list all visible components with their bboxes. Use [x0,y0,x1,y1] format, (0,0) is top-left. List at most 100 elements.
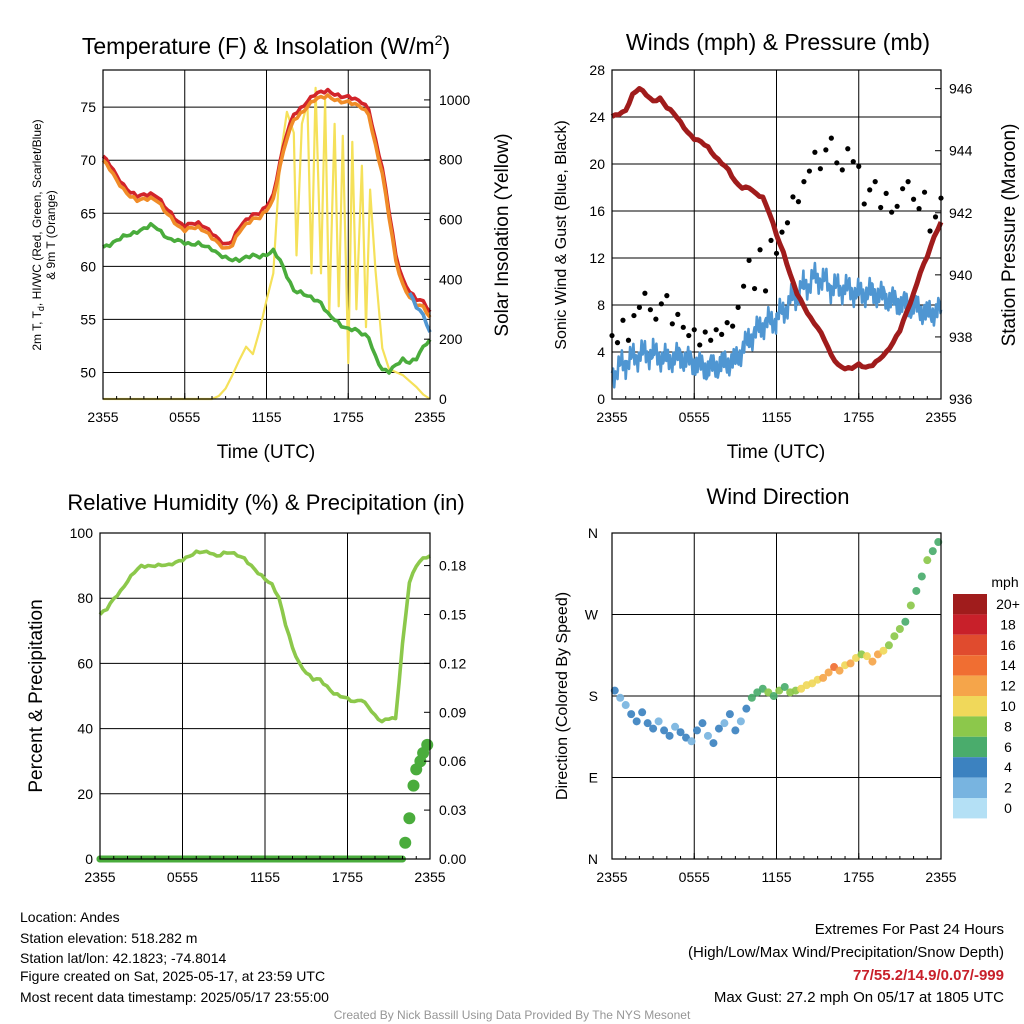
gust-point [817,166,823,172]
direction-point [687,737,696,746]
legend-swatch [953,634,987,656]
legend-swatch [953,696,987,717]
gust-point [823,147,829,153]
footer-elevation: Station elevation: 518.282 m [20,930,197,946]
legend-label: 2 [1004,780,1012,796]
legend-swatch [953,716,987,737]
gust-point [927,228,933,234]
direction-point [616,693,625,702]
humidity-y-right-tick: 0.12 [439,655,466,671]
temp-y-left-tick: 70 [80,152,96,168]
direction-y-tick: S [589,688,598,704]
gust-point [790,194,796,200]
direction-point [709,739,718,748]
footer-latlon: Station lat/lon: 42.1823; -74.8014 [20,950,226,966]
wind-y-left-tick: 28 [589,62,605,78]
wind-y-left-tick: 8 [597,297,605,313]
humidity-y-left-tick: 20 [77,786,93,802]
wind-ylabel-left: Sonic Wind & Gust (Blue, Black) [553,120,570,349]
gust-point [636,304,643,310]
gust-point [664,293,670,299]
humidity-y-left-tick: 100 [70,525,94,541]
direction-x-ticks: 2355 0555 1155 1755 2355 [596,853,957,885]
direction-point [610,686,619,695]
wind-ylabel-right: Station Pressure (Maroon) [999,124,1020,347]
humidity-y-left-ticks: 0 20 40 60 80 100 [70,525,94,867]
direction-point [835,666,844,675]
gust-point [905,179,911,185]
direction-title: Wind Direction [706,484,849,509]
direction-legend: 20+ 18 16 14 12 10 8 6 4 2 0 [953,594,1020,819]
direction-point [654,717,663,726]
direction-legend-title: mph [991,574,1018,590]
direction-point [884,641,893,650]
wind-speed-line [610,261,943,389]
wind-y-left-tick: 12 [589,250,605,266]
wind-x-tick: 0555 [679,409,710,425]
direction-point [912,586,921,595]
gust-point [730,323,736,329]
direction-grid [612,533,941,859]
humidity-y-left-tick: 0 [85,851,93,867]
temperature-panel: Temperature (F) & Insolation (W/m2) 2355… [30,32,513,463]
temp-ylabel-left-sub: d [36,306,46,311]
wind-x-ticks: 2355 0555 1155 1755 2355 [596,393,957,425]
wind-x-tick: 1155 [761,409,791,425]
legend-label: 14 [1000,657,1016,673]
gust-point [900,186,906,192]
direction-point [895,624,904,633]
gust-point [708,337,714,343]
direction-y-tick: E [589,770,598,786]
temp-y-left-tick: 50 [80,364,96,380]
wind-y-left-tick: 24 [589,109,605,125]
wind-y-left-tick: 4 [597,344,605,360]
legend-swatch [953,655,987,676]
humidity-y-left-tick: 40 [77,721,93,737]
gust-point [921,189,928,195]
wind-y-right-tick: 936 [949,391,973,407]
temp-ylabel-left-b: , HI/WC (Red, Green, Scarlet/Blue) [30,119,44,306]
credit: Created By Nick Bassill Using Data Provi… [334,1008,691,1022]
temp-title-end: ) [442,33,450,59]
wind-y-left-tick: 20 [589,156,605,172]
humidity-x-tick: 1155 [250,869,280,885]
direction-point [698,719,707,728]
temp-x-tick: 1755 [333,409,364,425]
humidity-title: Relative Humidity (%) & Precipitation (i… [67,490,464,515]
legend-label: 8 [1004,718,1012,734]
legend-swatch [953,757,987,778]
legend-label: 12 [1000,678,1016,694]
gust-point [762,288,769,294]
humidity-y-right-ticks: 0.00 0.03 0.06 0.09 0.12 0.15 0.18 [424,558,466,867]
temp-x-tick: 1155 [251,409,281,425]
legend-swatch [953,594,987,615]
temp-x-tick: 0555 [169,409,200,425]
legend-label: 10 [1000,698,1016,714]
direction-points-layer [610,538,943,748]
gust-point [910,196,917,202]
direction-point [862,652,871,661]
direction-point [917,572,926,581]
temp-y-left-tick: 60 [80,258,96,274]
direction-point [660,726,669,735]
legend-label: 4 [1004,759,1012,775]
gust-point [746,257,752,263]
temp-y-right-tick: 200 [439,331,463,347]
direction-point [928,547,937,556]
temp-y-right-tick: 600 [439,212,463,228]
gust-point [856,163,862,169]
direction-point [890,632,899,641]
gust-point [735,304,741,310]
temp-title: Temperature (F) & Insolation (W/m2) [82,32,450,59]
gust-point [812,149,818,155]
temp-y-left-tick: 75 [80,99,96,115]
gust-point [669,321,675,327]
wind-y-left-tick: 0 [597,391,605,407]
temp-y-left-tick: 65 [80,205,96,221]
direction-point [906,601,915,610]
gust-point [653,316,659,322]
direction-y-tick: W [585,607,599,623]
humidity-x-tick: 2355 [84,869,115,885]
footer-created: Figure created on Sat, 2025-05-17, at 23… [20,968,325,984]
gust-point [889,209,895,215]
